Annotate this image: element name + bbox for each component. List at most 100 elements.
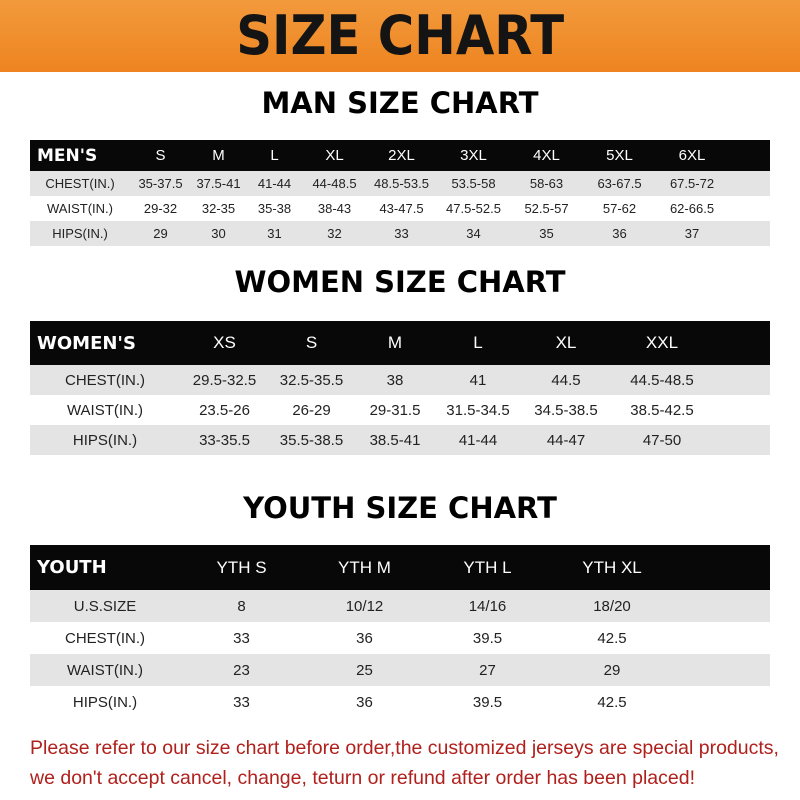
measurement-cell: 41 [469,371,487,389]
table-row: WAIST(IN.) 29-32 32-35 35-38 38-43 43-47.5 47.… [30,196,770,221]
measurement-cell: 33 [233,629,250,647]
row-label: CHEST(IN.) [45,176,115,191]
size-header-cell: YTH XL [582,557,642,577]
row-label: HIPS(IN.) [72,693,138,711]
measurement-cell: 29-32 [143,201,178,216]
measurement-cell: 32.5-35.5 [279,371,344,389]
measurement-cell: 44.5 [551,371,581,389]
measurement-cell: 58-63 [529,176,564,191]
table-row: WAIST(IN.) 23.5-26 26-29 29-31.5 31.5-34.5 34… [30,395,770,425]
size-header-cell: S [155,147,166,164]
measurement-cell: 38-43 [317,201,352,216]
measurement-cell: 33-35.5 [199,431,250,449]
table-row: CHEST(IN.) 33 36 39.5 42.5 [30,622,770,654]
measurement-cell: 35-38 [257,201,292,216]
measurement-cell: 47.5-52.5 [446,201,501,216]
table-row: WAIST(IN.) 23 25 27 29 [30,654,770,686]
measurement-cell: 38.5-42.5 [630,401,694,419]
table-header-row: WOMEN'S XS S M L XL XXL [30,321,770,365]
table-row: HIPS(IN.) 33-35.5 35.5-38.5 38.5-41 41-44 44-… [30,425,770,455]
women-size-table: WOMEN'S XS S M L XL XXL CHEST(IN.) 29.5-32.5 32.5… [30,321,770,455]
size-header-cell: M [387,333,403,352]
measurement-cell: 8 [237,597,246,615]
row-label: U.S.SIZE [73,597,137,615]
table-row: HIPS(IN.) 33 36 39.5 42.5 [30,686,770,718]
youth-size-table: YOUTH YTH S YTH M YTH L YTH XL U.S.SIZE 8 10/12… [30,545,770,718]
banner-title: SIZE CHART [236,4,564,67]
size-header-cell: 5XL [606,147,633,164]
notice-line-2: we don't accept cancel, change, teturn o… [30,767,695,789]
row-label: HIPS(IN.) [72,431,138,449]
measurement-cell: 36 [612,226,627,241]
row-label: WAIST(IN.) [47,201,113,216]
measurement-cell: 44-48.5 [312,176,357,191]
table-label: YOUTH [37,557,107,578]
row-label: CHEST(IN.) [65,371,145,389]
measurement-cell: 29 [603,661,621,679]
row-label: WAIST(IN.) [66,661,144,679]
row-label: WAIST(IN.) [66,401,144,419]
measurement-cell: 31.5-34.5 [446,401,510,419]
measurement-cell: 53.5-58 [451,176,496,191]
measurement-cell: 57-62 [602,201,637,216]
measurement-cell: 34.5-38.5 [534,401,598,419]
measurement-cell: 44-47 [546,431,586,449]
table-row: U.S.SIZE 8 10/12 14/16 18/20 [30,590,770,622]
size-header-cell: XL [555,333,577,352]
measurement-cell: 67.5-72 [669,176,715,191]
size-header-cell: 4XL [533,147,560,164]
measurement-cell: 43-47.5 [379,201,424,216]
measurement-cell: 34 [466,226,481,241]
table-header-row: YOUTH YTH S YTH M YTH L YTH XL [30,545,770,590]
measurement-cell: 41-44 [458,431,498,449]
measurement-cell: 33 [233,693,250,711]
size-header-cell: YTH S [216,557,267,577]
measurement-cell: 23.5-26 [199,401,250,419]
measurement-cell: 32 [327,226,342,241]
order-notice: Please refer to our size chart before or… [30,733,790,793]
size-header-cell: YTH M [338,557,391,577]
measurement-cell: 52.5-57 [524,201,569,216]
measurement-cell: 36 [356,629,373,647]
measurement-cell: 63-67.5 [597,176,642,191]
measurement-cell: 26-29 [292,401,331,419]
measurement-cell: 30 [211,226,226,241]
measurement-cell: 33 [394,226,409,241]
table-label: MEN'S [37,145,98,166]
measurement-cell: 35 [539,226,554,241]
measurement-cell: 35.5-38.5 [279,431,344,449]
measurement-cell: 25 [356,661,373,679]
table-label: WOMEN'S [37,332,136,354]
notice-line-1: Please refer to our size chart before or… [30,737,779,759]
measurement-cell: 38.5-41 [369,431,421,449]
measurement-cell: 44.5-48.5 [630,371,694,389]
measurement-cell: 29 [153,226,168,241]
measurement-cell: 37 [684,226,700,241]
size-header-cell: L [270,147,279,164]
measurement-cell: 42.5 [597,693,627,711]
measurement-cell: 36 [356,693,373,711]
table-row: CHEST(IN.) 35-37.5 37.5-41 41-44 44-48.5 48.5… [30,171,770,196]
measurement-cell: 29-31.5 [369,401,421,419]
table-header-row: MEN'S S M L XL 2XL 3XL 4XL 5XL 6XL [30,140,770,171]
row-label: CHEST(IN.) [65,629,145,647]
measurement-cell: 23 [233,661,250,679]
measurement-cell: 31 [267,226,282,241]
measurement-cell: 62-66.5 [669,201,715,216]
measurement-cell: 37.5-41 [196,176,241,191]
men-size-table: MEN'S S M L XL 2XL 3XL 4XL 5XL 6XL CHEST(IN.) 35-37… [30,140,770,246]
measurement-cell: 18/20 [593,597,631,615]
row-label: HIPS(IN.) [52,226,108,241]
women-section-title: WOMEN SIZE CHART [234,265,566,299]
size-header-cell: L [473,333,483,352]
size-header-cell: 3XL [460,147,487,164]
measurement-cell: 39.5 [472,629,503,647]
measurement-cell: 47-50 [642,431,682,449]
size-header-cell: M [212,147,225,164]
measurement-cell: 41-44 [257,176,292,191]
size-header-cell: S [305,333,318,352]
size-header-cell: YTH L [463,557,512,577]
measurement-cell: 35-37.5 [138,176,183,191]
measurement-cell: 38 [386,371,404,389]
men-section-title: MAN SIZE CHART [261,86,539,120]
